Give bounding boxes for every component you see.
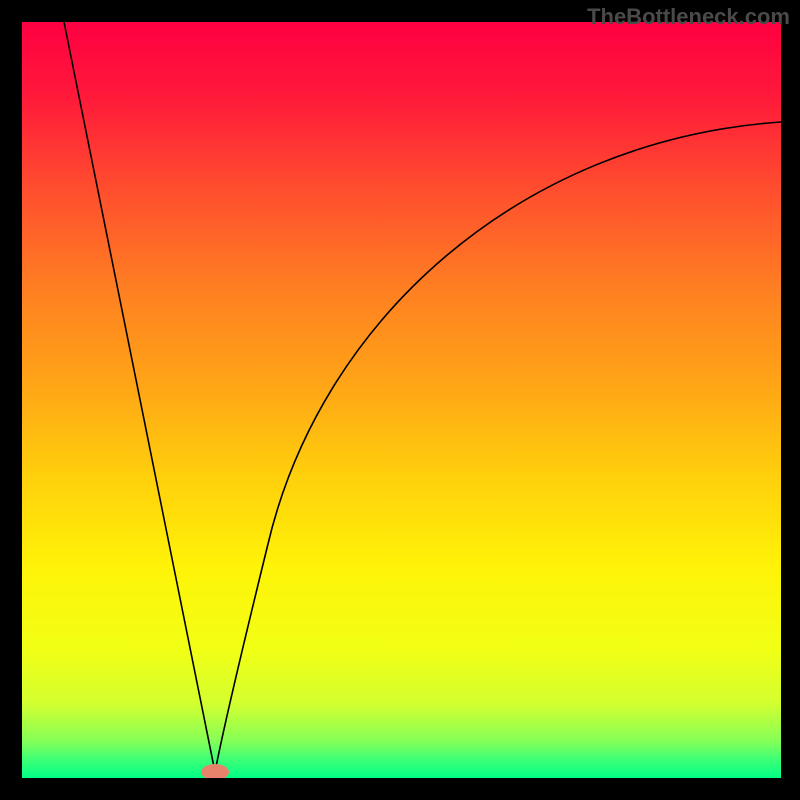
vertex-marker: [201, 764, 229, 780]
watermark-label: TheBottleneck.com: [587, 4, 790, 30]
chart-svg: [0, 0, 800, 800]
gradient-background: [22, 22, 781, 778]
chart-root: TheBottleneck.com: [0, 0, 800, 800]
